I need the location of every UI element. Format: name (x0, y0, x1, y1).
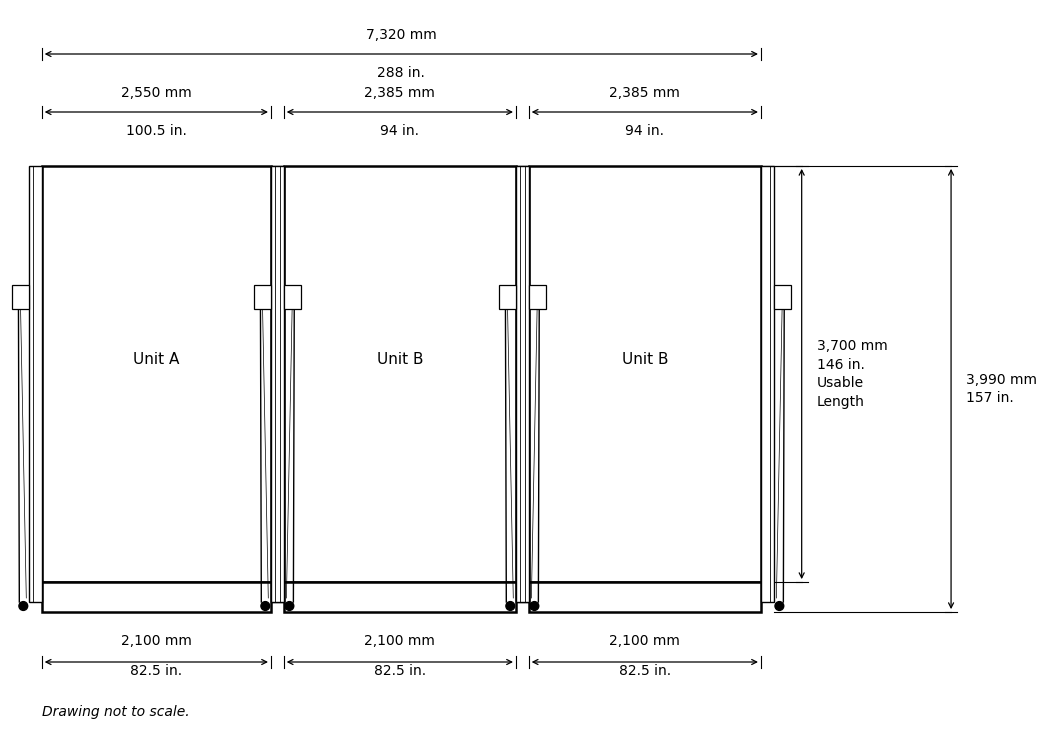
Bar (253, 285, 271, 309)
Bar (516, 166, 529, 602)
Text: 100.5 in.: 100.5 in. (126, 124, 187, 138)
Bar (12, 285, 29, 309)
Bar (29, 166, 42, 602)
Text: 3,990 mm
157 in.: 3,990 mm 157 in. (966, 373, 1037, 405)
Bar (284, 166, 516, 582)
Text: 2,100 mm: 2,100 mm (609, 634, 680, 648)
Text: 82.5 in.: 82.5 in. (374, 664, 426, 678)
Text: Unit B: Unit B (377, 351, 423, 367)
Circle shape (775, 602, 784, 610)
Bar (516, 166, 529, 602)
Bar (529, 285, 546, 309)
Circle shape (285, 602, 294, 610)
Text: 3,700 mm
146 in.
Usable
Length: 3,700 mm 146 in. Usable Length (816, 339, 887, 408)
Text: 2,550 mm: 2,550 mm (121, 86, 192, 100)
Text: 7,320 mm: 7,320 mm (366, 28, 437, 42)
Text: Unit B: Unit B (622, 351, 668, 367)
Text: 2,385 mm: 2,385 mm (609, 86, 680, 100)
Bar (761, 166, 774, 602)
Bar (498, 285, 516, 309)
Text: Unit A: Unit A (133, 351, 180, 367)
Bar (529, 582, 761, 612)
Text: 2,385 mm: 2,385 mm (364, 86, 435, 100)
Circle shape (530, 602, 539, 610)
Circle shape (19, 602, 27, 610)
Text: 288 in.: 288 in. (377, 66, 426, 80)
Bar (284, 285, 301, 309)
Circle shape (261, 602, 269, 610)
Bar (42, 582, 271, 612)
Text: 94 in.: 94 in. (625, 124, 664, 138)
Bar (271, 166, 284, 602)
Text: 2,100 mm: 2,100 mm (364, 634, 435, 648)
Bar (529, 166, 761, 582)
Bar (774, 285, 791, 309)
Text: 82.5 in.: 82.5 in. (130, 664, 183, 678)
Text: 2,100 mm: 2,100 mm (121, 634, 192, 648)
Text: Drawing not to scale.: Drawing not to scale. (42, 705, 189, 719)
Bar (42, 166, 271, 582)
Text: 82.5 in.: 82.5 in. (619, 664, 671, 678)
Text: 94 in.: 94 in. (380, 124, 419, 138)
Bar (271, 166, 284, 602)
Bar (284, 582, 516, 612)
Circle shape (506, 602, 514, 610)
